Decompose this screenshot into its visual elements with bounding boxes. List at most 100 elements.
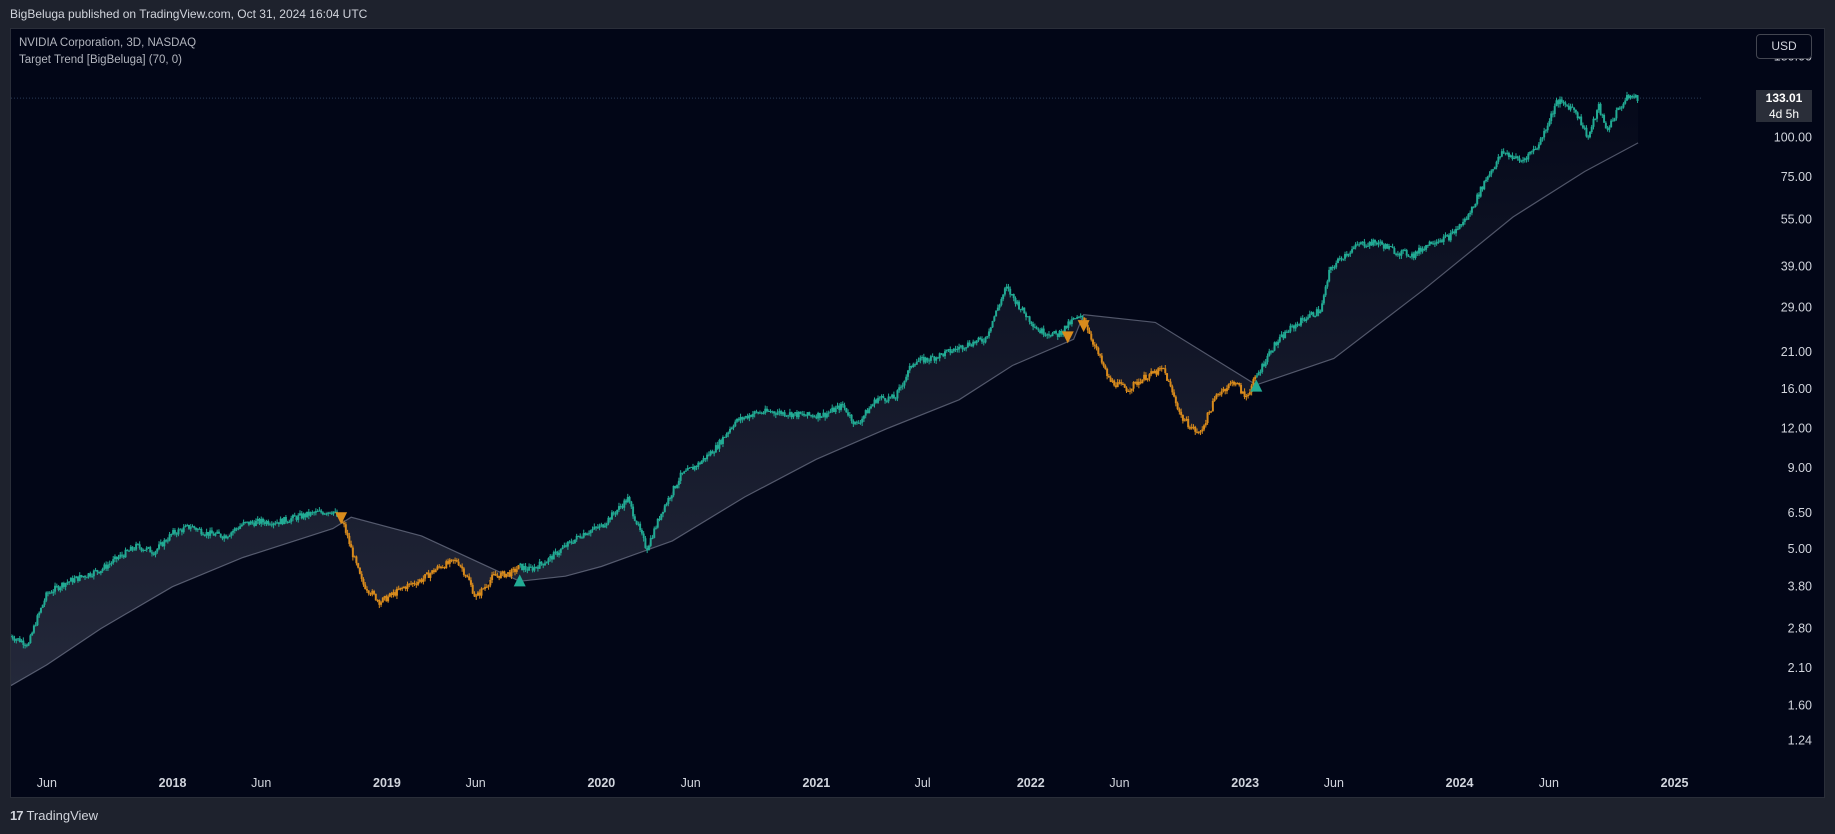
candle-body [1326, 281, 1329, 287]
candle-body [309, 512, 312, 516]
candle-body [276, 522, 279, 524]
candle-body [1462, 221, 1465, 226]
candle-body [1530, 151, 1533, 153]
candle-body [542, 563, 545, 566]
candle-body [1342, 258, 1345, 260]
candle-body [496, 575, 499, 577]
candle-body [85, 577, 88, 579]
candle-body [757, 412, 760, 414]
candle-body [106, 564, 109, 569]
candle-body [880, 396, 883, 398]
candle-body [506, 572, 509, 574]
candle-body [230, 532, 233, 536]
candle-body [1262, 363, 1265, 367]
candle-body [954, 348, 957, 350]
candle-body [41, 604, 44, 608]
last-price-label: 133.01 4d 5h [1756, 90, 1812, 123]
candle-body [947, 349, 950, 351]
candle-body [209, 530, 212, 536]
x-axis-label: Jun [1324, 776, 1344, 790]
candle-body [862, 415, 865, 419]
candle-body [748, 414, 751, 419]
candle-body [1120, 382, 1123, 384]
candle-body [683, 471, 686, 474]
candle-body [390, 593, 393, 595]
candle-body [168, 534, 171, 541]
y-axis-label: 1.24 [1788, 734, 1812, 748]
candle-body [1086, 325, 1089, 331]
candle-body [931, 356, 934, 358]
candle-body [521, 563, 524, 571]
candle-body [820, 416, 823, 418]
candle-body [1192, 426, 1195, 428]
candle-body [334, 511, 337, 513]
candle-body [801, 413, 804, 415]
currency-button[interactable]: USD [1756, 34, 1812, 59]
candle-body [270, 524, 273, 526]
candle-body [327, 512, 330, 514]
candle-body [1000, 299, 1003, 305]
candle-body [31, 632, 34, 636]
tradingview-logo-text: TradingView [26, 808, 99, 823]
candle-body [82, 576, 85, 578]
candle-body [517, 565, 520, 570]
candle-body [235, 528, 238, 530]
candle-body [1407, 255, 1410, 257]
candle-body [699, 462, 702, 464]
candle-body [380, 602, 383, 605]
candle-body [1617, 107, 1620, 111]
candle-body [751, 414, 754, 417]
candle-body [625, 500, 628, 503]
candle-body [984, 337, 987, 343]
candle-body [1277, 341, 1280, 345]
candle-body [1167, 380, 1170, 382]
candle-body [825, 413, 828, 418]
candle-body [1541, 137, 1544, 139]
candle-body [140, 547, 143, 551]
candle-body [891, 394, 894, 398]
candle-body [1291, 325, 1294, 327]
candle-body [861, 418, 864, 423]
candle-body [803, 413, 806, 416]
candle-body [1005, 286, 1008, 289]
candle-body [131, 546, 134, 550]
candle-body [628, 496, 631, 502]
candle-body [1587, 136, 1590, 138]
chart-area[interactable]: 180.00100.0075.0055.0039.0029.0021.0016.… [10, 28, 1825, 798]
candle-body [1314, 316, 1317, 318]
candle-body [1025, 313, 1028, 318]
candle-body [718, 440, 721, 449]
candle-body [1088, 330, 1091, 334]
candle-body [1074, 318, 1077, 320]
candle-body [589, 530, 592, 534]
candle-body [797, 411, 800, 418]
candle-body [434, 569, 437, 573]
tradingview-logo[interactable]: 17 TradingView [10, 808, 98, 823]
candle-body [898, 387, 901, 391]
candle-body [808, 412, 811, 416]
candle-body [1395, 253, 1398, 255]
candle-body [1516, 156, 1519, 159]
candle-body [302, 513, 305, 519]
candle-body [508, 572, 511, 577]
candle-body [1252, 379, 1255, 386]
candle-body [1083, 317, 1086, 321]
y-axis-label: 6.50 [1788, 506, 1812, 520]
candle-body [1224, 388, 1227, 392]
indicator-label[interactable]: Target Trend [BigBeluga] (70, 0) [19, 54, 183, 66]
candle-body [263, 522, 266, 524]
candle-body [933, 356, 936, 361]
candle-body [358, 567, 361, 574]
candle-body [1569, 106, 1572, 110]
price-chart[interactable]: 180.00100.0075.0055.0039.0029.0021.0016.… [11, 29, 1824, 797]
symbol-label[interactable]: NVIDIA Corporation, 3D, NASDAQ [19, 37, 197, 49]
candle-body [963, 348, 966, 350]
candle-body [1430, 241, 1433, 244]
candle-body [455, 559, 458, 562]
candle-body [926, 357, 929, 361]
x-axis-label: Jun [1539, 776, 1559, 790]
candle-body [1231, 381, 1234, 383]
candle-body [43, 600, 46, 605]
candle-body [1578, 116, 1581, 119]
candle-body [1213, 398, 1216, 401]
